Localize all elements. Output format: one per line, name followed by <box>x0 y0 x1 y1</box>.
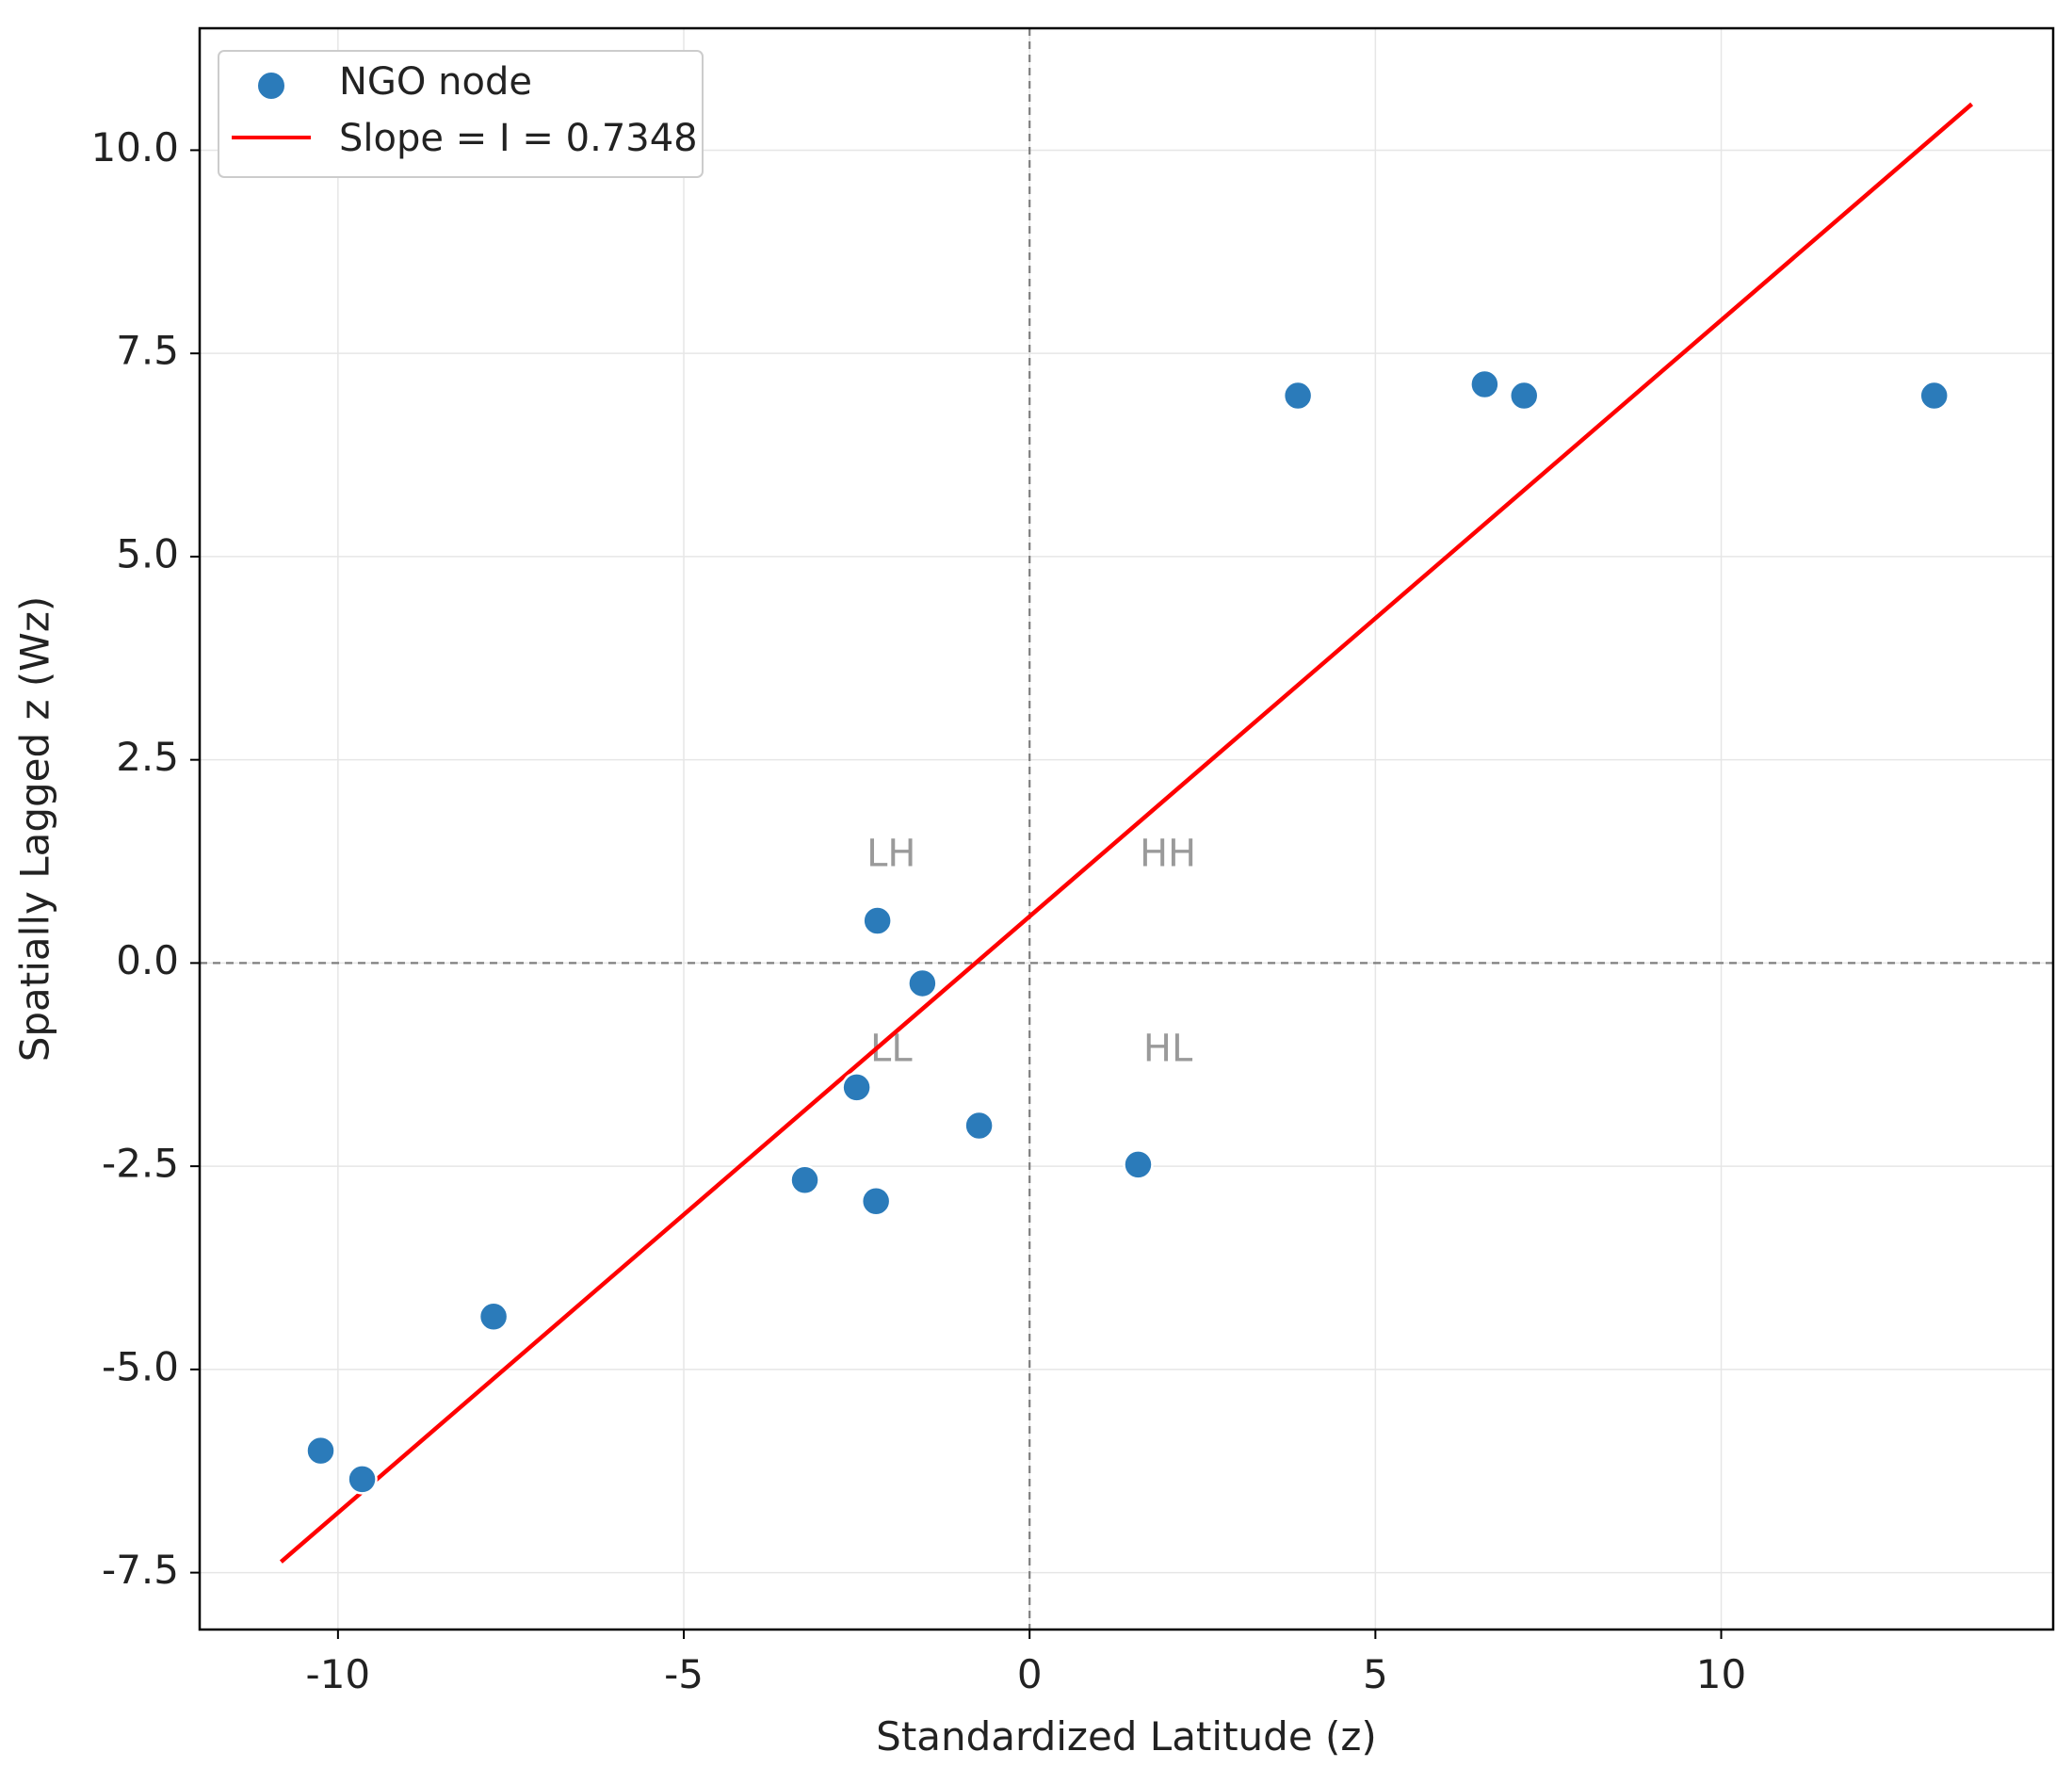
x-tick-label: -5 <box>664 1651 704 1697</box>
data-point <box>907 967 938 999</box>
axis-ticks: -10 -5 0 5 10 -7.5 -5.0 -2.5 0.0 2.5 5.0 7.5 10.0 <box>90 124 1746 1697</box>
data-point <box>1123 1149 1154 1180</box>
regression-line <box>279 102 1974 1564</box>
reference-lines <box>200 28 2053 1630</box>
legend-box <box>218 50 704 178</box>
data-point <box>841 1072 872 1103</box>
data-point <box>963 1110 995 1142</box>
data-point <box>347 1464 378 1495</box>
data-points <box>305 368 1950 1495</box>
data-point <box>1508 380 1540 412</box>
y-tick-label: 7.5 <box>116 328 179 374</box>
y-tick-label: -2.5 <box>102 1141 179 1187</box>
data-point <box>1469 368 1500 400</box>
legend: NGO node Slope = I = 0.7348 <box>218 50 704 178</box>
y-tick-label: 2.5 <box>116 734 179 780</box>
x-tick-label: -10 <box>306 1651 371 1697</box>
y-tick-label: -5.0 <box>102 1343 179 1389</box>
data-point <box>305 1435 336 1467</box>
data-point <box>860 1185 892 1217</box>
y-tick-label: 0.0 <box>116 937 179 983</box>
y-axis-title: Spatially Lagged z (Wz) <box>12 596 58 1062</box>
y-tick-label: 10.0 <box>90 124 179 170</box>
x-tick-label: 5 <box>1363 1651 1388 1697</box>
data-point <box>862 905 893 936</box>
x-axis-title: Standardized Latitude (z) <box>876 1713 1377 1760</box>
legend-label-slope: Slope = I = 0.7348 <box>339 117 698 160</box>
quadrant-label-lh: LH <box>866 832 915 875</box>
legend-marker-ngo-node <box>256 71 286 101</box>
y-tick-label: 5.0 <box>116 530 179 576</box>
data-point <box>478 1301 510 1333</box>
x-tick-label: 10 <box>1696 1651 1746 1697</box>
legend-label-ngo-node: NGO node <box>339 60 532 104</box>
plot-frame <box>198 26 2055 1631</box>
y-tick-label: -7.5 <box>102 1547 179 1593</box>
data-point <box>1282 380 1314 412</box>
data-point <box>789 1164 820 1196</box>
data-point <box>1918 380 1950 412</box>
x-tick-label: 0 <box>1017 1651 1043 1697</box>
quadrant-label-hl: HL <box>1143 1028 1193 1071</box>
regression-line-layer <box>279 102 1974 1564</box>
quadrant-label-hh: HH <box>1140 832 1196 875</box>
